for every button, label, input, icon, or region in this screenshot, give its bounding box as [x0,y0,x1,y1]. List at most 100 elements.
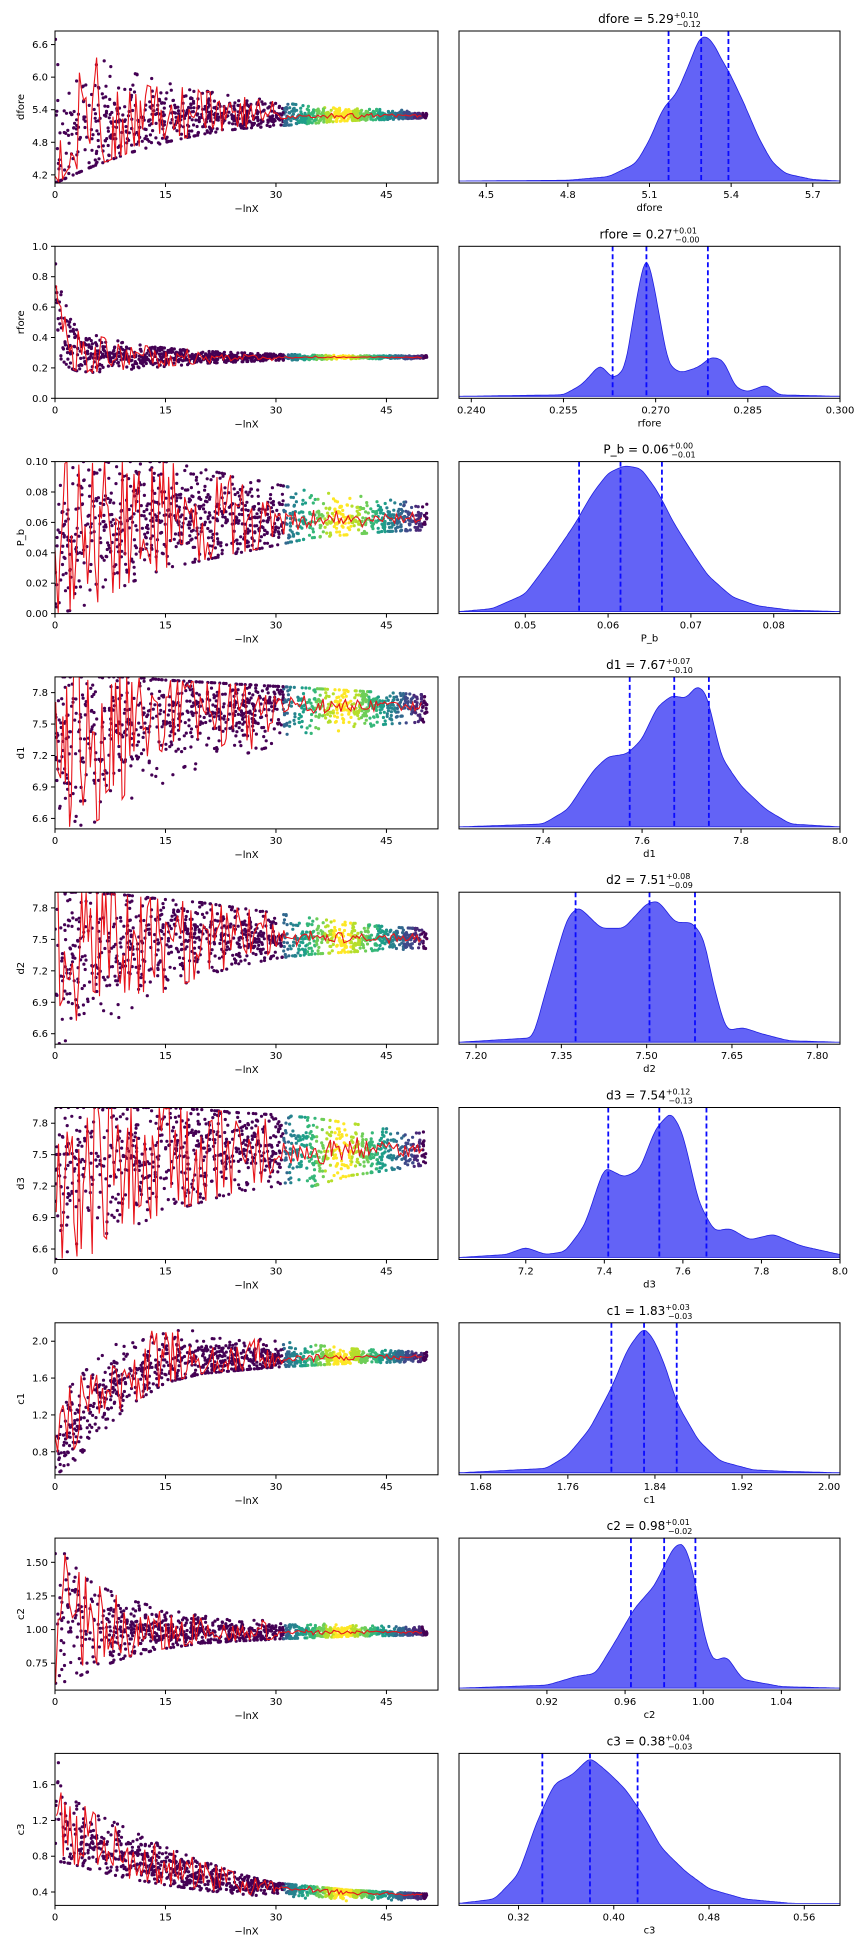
sample-point [64,519,68,523]
sample-point [106,541,110,545]
sample-point [165,91,169,95]
sample-point [120,341,124,345]
sample-point [132,696,136,701]
sample-point [109,498,113,502]
sample-point [161,781,165,785]
sample-point [74,711,78,715]
sample-point [205,353,209,357]
sample-point [365,118,369,122]
sample-point [258,696,262,700]
sample-point [192,89,196,93]
sample-point [278,118,282,122]
sample-point [244,490,248,494]
sample-point [248,548,253,553]
sample-point [124,129,128,133]
sample-point [304,116,308,120]
sample-point [243,356,247,360]
sample-point [197,680,202,684]
sample-point [288,111,292,115]
sample-point [124,345,129,349]
sample-point [222,714,226,718]
sample-point [202,715,206,720]
sample-point [60,956,64,960]
sample-point [281,685,285,689]
row-P_b: 0 15 30 450.000.020.040.060.080.10−lnXP_b0.… [16,442,841,646]
sample-point [74,814,78,819]
sample-point [61,573,65,577]
sample-point [416,111,420,115]
y-tick-label: 1.0 [32,242,48,253]
y-tick-label: 0.2 [32,363,48,374]
sample-point [144,146,148,150]
sample-point [313,697,317,701]
sample-point [312,535,316,540]
sample-point [341,515,346,519]
sample-point [191,355,195,359]
sample-point [215,747,219,751]
sample-point [344,694,348,698]
sample-point [331,497,336,501]
sample-point [112,348,116,352]
sample-point [276,518,280,522]
sample-point [321,714,325,718]
sample-point [312,108,316,112]
sample-point [345,533,349,537]
x-tick-label: 0.285 [734,405,763,416]
sample-point [69,317,73,321]
sample-point [293,353,297,357]
sample-point [400,714,404,718]
sample-point [111,518,115,522]
sample-point [247,691,251,696]
sample-point [238,682,242,686]
sample-point [352,524,356,528]
sample-point [286,485,290,489]
sample-point [109,351,114,355]
sample-point [90,539,94,543]
sample-point [319,524,323,528]
sample-point [301,498,305,502]
sample-point [172,966,177,970]
sample-point [402,111,406,115]
sample-point [388,717,392,721]
sample-point [336,729,341,733]
sample-point [179,358,183,362]
sample-point [142,731,146,735]
sample-point [148,468,152,472]
sample-point [144,134,148,138]
sample-point [225,518,229,522]
sample-point [168,734,172,738]
sample-point [137,357,141,361]
sample-point [300,686,304,690]
sample-point [134,546,138,550]
sample-point [316,497,320,501]
sample-point [321,687,325,691]
sample-point [156,974,160,978]
sample-point [311,706,315,710]
sample-point [183,764,187,769]
sample-point [305,700,309,705]
sample-point [96,132,101,136]
sample-point [263,528,267,532]
sample-point [395,525,399,529]
sample-point [164,747,168,751]
sample-point [176,747,180,751]
sample-point [183,562,187,566]
sample-point [259,535,263,539]
sample-point [80,693,85,697]
sample-point [381,511,386,516]
sample-point [292,685,296,690]
sample-point [392,707,396,711]
sample-point [74,585,78,589]
sample-point [394,529,398,533]
sample-point [73,121,77,125]
sample-points [55,37,429,183]
sample-point [337,109,341,113]
sample-point [209,686,214,690]
sample-point [379,510,383,514]
sample-point [163,986,167,990]
sample-point [63,556,67,561]
sample-point [333,700,337,704]
sample-point [225,543,229,547]
